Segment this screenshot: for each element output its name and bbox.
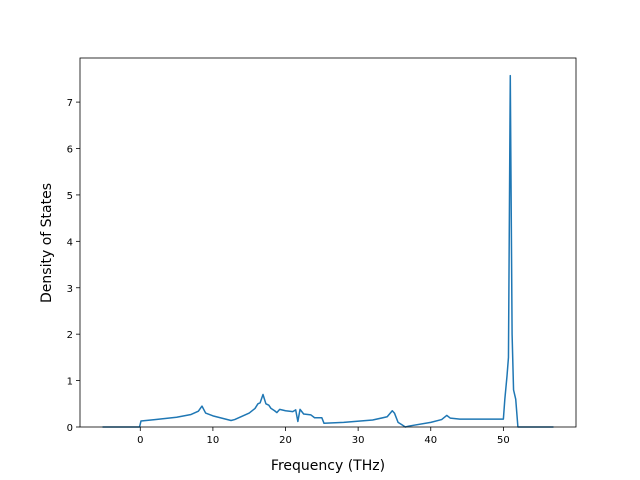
y-axis-label: Density of States bbox=[39, 183, 55, 303]
y-tick-label: 3 bbox=[67, 284, 73, 295]
x-tick-label: 0 bbox=[137, 435, 143, 446]
x-tick-label: 50 bbox=[497, 435, 510, 446]
line bbox=[102, 74, 554, 428]
x-tick-label: 20 bbox=[279, 435, 292, 446]
y-tick-label: 2 bbox=[67, 330, 73, 341]
x-axis-label: Frequency (THz) bbox=[271, 458, 385, 474]
y-tick-label: 0 bbox=[67, 423, 73, 434]
y-tick-label: 4 bbox=[67, 237, 73, 248]
x-tick-label: 10 bbox=[207, 435, 220, 446]
y-tick-label: 5 bbox=[67, 191, 73, 202]
x-tick-label: 30 bbox=[352, 435, 365, 446]
x-tick-label: 40 bbox=[424, 435, 437, 446]
plot-frame bbox=[79, 57, 577, 428]
y-tick-label: 6 bbox=[67, 145, 73, 156]
y-tick-label: 7 bbox=[67, 98, 73, 109]
y-tick-label: 1 bbox=[67, 377, 73, 388]
